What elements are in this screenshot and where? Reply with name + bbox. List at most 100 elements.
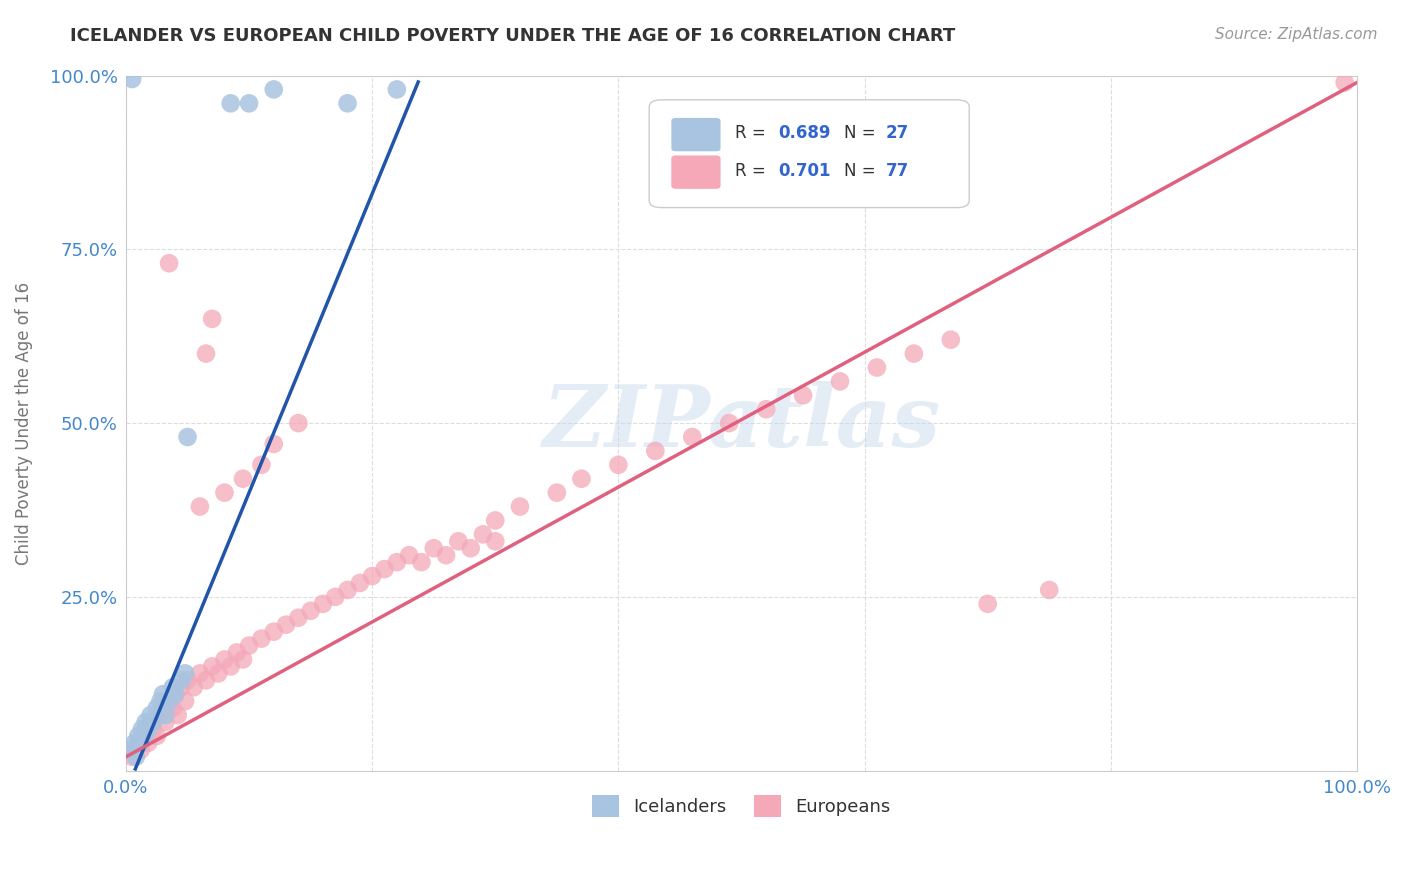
Point (323, 590, 346, 604)
Point (976, 597, 998, 611)
Point (121, 72, 143, 87)
Point (149, 694, 172, 708)
FancyBboxPatch shape (650, 100, 969, 208)
Point (146, 701, 169, 715)
Point (162, 680, 184, 694)
Point (214, 652, 236, 666)
Point (349, 576, 371, 591)
Point (336, 582, 359, 597)
Point (155, 708, 177, 723)
Point (176, 673, 198, 688)
Point (134, 729, 156, 743)
Point (385, 82, 408, 96)
Point (149, 708, 172, 723)
Point (127, 729, 149, 743)
Point (828, 375, 851, 389)
Point (162, 701, 184, 715)
Point (484, 534, 506, 549)
Point (263, 624, 285, 639)
Point (146, 729, 169, 743)
Point (165, 687, 187, 701)
Text: 27: 27 (886, 124, 908, 142)
Point (124, 736, 146, 750)
Point (1333, 75, 1355, 89)
Point (238, 639, 260, 653)
Point (263, 437, 285, 451)
Point (219, 96, 242, 111)
Point (718, 416, 741, 430)
Point (157, 694, 180, 708)
Point (155, 714, 177, 729)
Point (195, 673, 218, 688)
Point (129, 736, 152, 750)
Point (361, 569, 384, 583)
Point (174, 666, 197, 681)
Point (166, 708, 188, 723)
Point (250, 458, 273, 472)
Text: 0.689: 0.689 (779, 124, 831, 142)
Text: N =: N = (844, 124, 880, 142)
FancyBboxPatch shape (671, 155, 720, 189)
Point (232, 472, 254, 486)
Point (142, 714, 165, 729)
Point (903, 346, 925, 360)
Point (373, 562, 395, 576)
Point (125, 749, 148, 764)
Point (274, 617, 297, 632)
Text: N =: N = (844, 161, 880, 180)
Point (287, 416, 309, 430)
Point (139, 714, 162, 729)
Point (939, 333, 962, 347)
Point (207, 666, 229, 681)
FancyBboxPatch shape (671, 118, 720, 152)
Text: R =: R = (735, 124, 772, 142)
Point (176, 430, 198, 444)
Point (183, 680, 205, 694)
Point (125, 743, 148, 757)
Point (681, 430, 703, 444)
Point (1038, 582, 1060, 597)
Text: Source: ZipAtlas.com: Source: ZipAtlas.com (1215, 27, 1378, 42)
Point (287, 611, 309, 625)
Point (219, 659, 242, 673)
Point (792, 388, 814, 402)
Point (195, 346, 218, 360)
Point (607, 458, 630, 472)
Point (201, 311, 224, 326)
Point (201, 659, 224, 673)
Point (165, 687, 187, 701)
Point (134, 729, 156, 743)
Point (755, 402, 778, 417)
Point (472, 527, 495, 541)
Point (157, 256, 180, 270)
Point (174, 694, 197, 708)
Legend: Icelanders, Europeans: Icelanders, Europeans (585, 788, 898, 824)
Point (509, 500, 531, 514)
Point (142, 722, 165, 736)
Text: ZIPatlas: ZIPatlas (543, 382, 941, 465)
Point (121, 743, 143, 757)
Point (136, 736, 159, 750)
Point (188, 500, 211, 514)
Point (152, 701, 174, 715)
Point (188, 666, 211, 681)
Point (214, 485, 236, 500)
Point (434, 548, 457, 562)
Point (170, 680, 193, 694)
Point (484, 513, 506, 527)
Point (447, 534, 470, 549)
Point (136, 722, 159, 736)
Point (336, 96, 359, 111)
Point (385, 555, 408, 569)
Point (422, 541, 444, 556)
Point (232, 652, 254, 666)
Point (460, 541, 482, 556)
Point (546, 485, 568, 500)
Point (127, 736, 149, 750)
Text: 0.701: 0.701 (779, 161, 831, 180)
Point (225, 646, 247, 660)
Point (135, 714, 157, 729)
Point (170, 673, 193, 688)
Text: ICELANDER VS EUROPEAN CHILD POVERTY UNDER THE AGE OF 16 CORRELATION CHART: ICELANDER VS EUROPEAN CHILD POVERTY UNDE… (70, 27, 956, 45)
Point (571, 472, 593, 486)
